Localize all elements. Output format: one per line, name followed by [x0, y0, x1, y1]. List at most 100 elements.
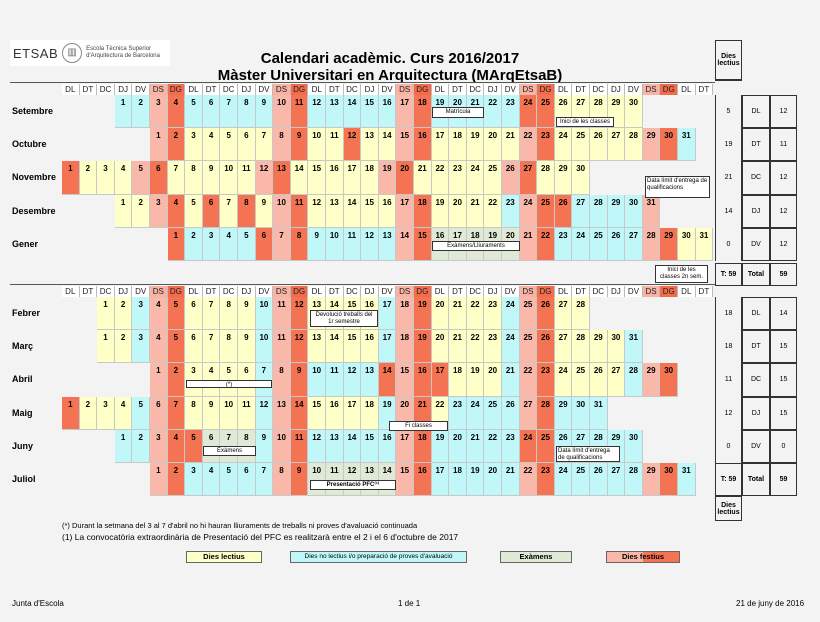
day-cell: 8 [273, 128, 291, 162]
day-cell: 19 [414, 297, 432, 331]
month-label: Setembre [12, 106, 54, 116]
weekday-header-dj: DJ [607, 84, 626, 95]
weekday-header-dl: DL [554, 286, 573, 297]
weekday-header-dv: DV [132, 286, 150, 297]
day-cell: 21 [414, 161, 432, 195]
day-cell: 25 [572, 128, 590, 162]
day-cell: 28 [572, 330, 590, 364]
day-cell: 4 [167, 95, 186, 129]
day-cell: 20 [431, 330, 450, 364]
page-subtitle: Màster Universitari en Arquitectura (MAr… [217, 67, 563, 84]
day-cell: 17 [396, 194, 414, 228]
day-cell: 16 [414, 363, 432, 397]
day-cell: 8 [238, 95, 256, 129]
weekday-total-label: DV [742, 227, 770, 261]
day-cell: 2 [114, 330, 133, 364]
day-cell: 25 [537, 95, 555, 129]
day-cell: 27 [519, 396, 538, 430]
day-cell: 26 [607, 227, 626, 261]
total-value: 59 [770, 463, 797, 497]
day-cell: 31 [642, 194, 661, 228]
day-cell: 22 [484, 429, 502, 463]
day-cell: 11 [290, 429, 309, 463]
weekday-total-label: DC [742, 363, 770, 397]
day-cell: 29 [607, 194, 626, 228]
day-cell: 29 [554, 161, 573, 195]
day-cell: 4 [167, 429, 186, 463]
day-cell: 1 [97, 330, 115, 364]
day-cell: 20 [484, 463, 502, 497]
total-value: 59 [770, 263, 797, 286]
day-cell: 10 [273, 95, 291, 129]
day-cell: 26 [537, 330, 555, 364]
day-cell: 13 [273, 396, 291, 430]
weekday-header-ds: DS [273, 286, 291, 297]
weekday-header-dt: DT [79, 286, 98, 297]
day-cell: 24 [466, 161, 485, 195]
day-cell: 22 [519, 463, 538, 497]
day-cell: 8 [185, 396, 203, 430]
day-cell: 17 [396, 429, 414, 463]
day-cell: 17 [378, 297, 397, 331]
day-cell: 2 [132, 95, 150, 129]
weekday-header-dg: DG [660, 84, 678, 95]
dies-lectius-value: 18 [715, 330, 742, 364]
day-cell: 3 [185, 363, 203, 397]
weekday-header-dj: DJ [484, 286, 502, 297]
day-cell: 22 [519, 363, 538, 397]
day-cell: 14 [396, 227, 414, 261]
weekday-header-dc: DC [343, 84, 362, 95]
day-cell: 26 [590, 463, 608, 497]
day-cell: 15 [308, 161, 326, 195]
day-cell: 18 [396, 297, 414, 331]
day-cell: 9 [255, 194, 274, 228]
day-cell: 20 [396, 161, 414, 195]
day-cell: 6 [185, 297, 203, 331]
day-cell: 4 [167, 194, 186, 228]
day-cell: 9 [238, 330, 256, 364]
dies-lectius-value: 11 [715, 363, 742, 397]
day-cell: 23 [537, 463, 555, 497]
legend-no-lectius: Dies no lectius i/o preparació de proves… [290, 551, 467, 563]
weekday-header-dt: DT [326, 84, 344, 95]
day-cell: 30 [572, 396, 590, 430]
day-cell: 28 [642, 227, 661, 261]
total-label: Total [742, 463, 770, 497]
day-cell: 22 [466, 297, 485, 331]
day-cell: 15 [361, 429, 379, 463]
month-label: Gener [12, 238, 39, 249]
weekday-header-dv: DV [625, 84, 643, 95]
day-cell: 1 [150, 363, 168, 397]
day-cell: 21 [466, 429, 485, 463]
dies-lectius-value: 12 [715, 396, 742, 430]
day-cell: 3 [132, 297, 150, 331]
day-cell: 9 [308, 227, 326, 261]
day-cell: 23 [554, 227, 573, 261]
day-cell: 4 [220, 227, 238, 261]
day-cell: 27 [554, 297, 573, 331]
day-cell: 8 [273, 363, 291, 397]
weekday-header-dt: DT [695, 286, 714, 297]
day-cell: 21 [449, 330, 467, 364]
day-cell: 9 [238, 297, 256, 331]
day-cell: 12 [308, 429, 326, 463]
day-cell: 11 [343, 227, 362, 261]
day-cell: 12 [255, 161, 274, 195]
note-examens: Exàmens [203, 446, 256, 456]
day-cell: 15 [343, 330, 362, 364]
day-cell: 7 [167, 161, 186, 195]
day-cell: 11 [238, 161, 256, 195]
day-cell: 17 [343, 161, 362, 195]
day-cell: 4 [114, 396, 133, 430]
day-cell: 14 [290, 396, 309, 430]
weekday-header-dj: DJ [114, 84, 133, 95]
weekday-header-dl: DL [678, 286, 696, 297]
page-title: Calendari acadèmic. Curs 2016/2017 [260, 50, 520, 67]
day-cell: 22 [431, 161, 450, 195]
weekday-header-dt: DT [326, 286, 344, 297]
day-cell: 13 [326, 194, 344, 228]
weekday-header-dv: DV [255, 84, 274, 95]
day-cell: 24 [519, 194, 538, 228]
day-cell: 24 [519, 429, 538, 463]
